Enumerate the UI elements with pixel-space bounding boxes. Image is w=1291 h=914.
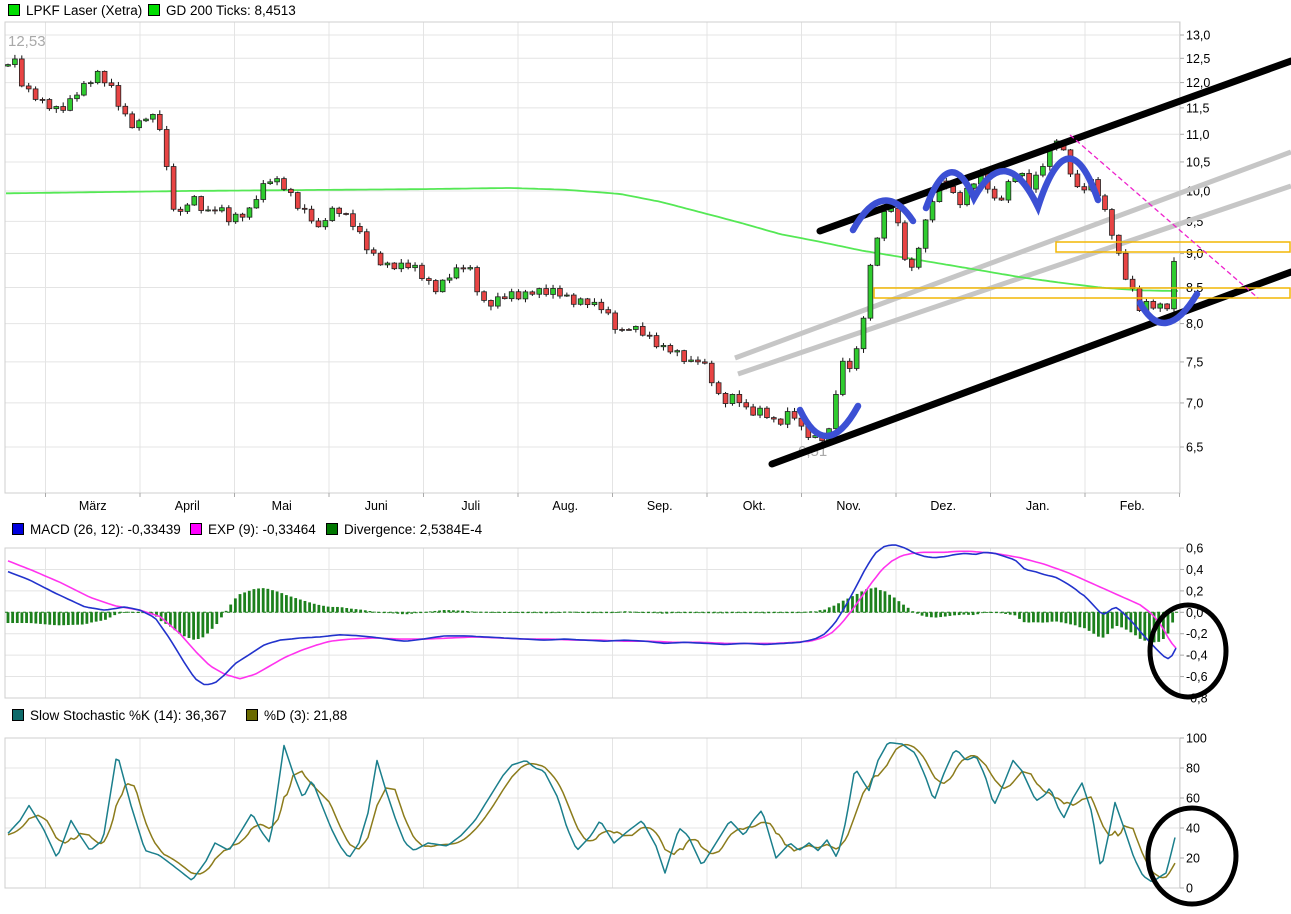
exp-swatch-icon — [190, 523, 202, 535]
svg-text:13,0: 13,0 — [1186, 28, 1210, 42]
svg-text:10,5: 10,5 — [1186, 155, 1210, 169]
stoch-k-label: Slow Stochastic %K (14): 36,367 — [30, 707, 227, 723]
svg-text:20: 20 — [1186, 852, 1200, 866]
macd-swatch-icon — [12, 523, 24, 535]
macd-axis-labels: 0,60,40,20,0-0,2-0,4-0,6-0,8 — [1180, 542, 1208, 705]
svg-text:-0,4: -0,4 — [1186, 649, 1208, 663]
legend-item-exp: EXP (9): -0,33464 — [190, 521, 316, 537]
black-trend-line — [768, 268, 1291, 468]
stochastic-axis-labels: 100 80 60 40 20 0 — [1180, 732, 1207, 896]
divergence-label: Divergence: 2,5384E-4 — [344, 521, 483, 537]
gray-trend-lines — [734, 149, 1291, 377]
svg-text:Mai: Mai — [272, 499, 292, 513]
blue-swing-mark — [1136, 290, 1201, 326]
gd200-label: GD 200 Ticks: 8,4513 — [166, 2, 296, 18]
legend-item-divergence: Divergence: 2,5384E-4 — [326, 521, 482, 537]
blue-swing-mark — [796, 402, 862, 440]
svg-text:0: 0 — [1186, 882, 1193, 896]
macd-line — [7, 544, 1177, 686]
time-axis: März April Mai Juni Juli Aug. Sep. Okt. Nov. Dez.… — [45, 493, 1180, 513]
price-candles — [5, 54, 1177, 444]
svg-text:Juni: Juni — [365, 499, 388, 513]
main-price-panel: 13,012,512,011,511,010,510,09,59,08,58,0… — [4, 21, 1291, 513]
svg-text:Aug.: Aug. — [552, 499, 578, 513]
svg-text:40: 40 — [1186, 822, 1200, 836]
stoch-d-swatch-icon — [246, 709, 258, 721]
svg-text:März: März — [79, 499, 107, 513]
svg-text:Juli: Juli — [461, 499, 480, 513]
svg-text:8,0: 8,0 — [1186, 317, 1203, 331]
svg-text:0,6: 0,6 — [1186, 542, 1203, 556]
legend-item-stoch-d: %D (3): 21,88 — [246, 707, 347, 723]
svg-text:0,4: 0,4 — [1186, 563, 1203, 577]
svg-text:11,5: 11,5 — [1186, 101, 1209, 115]
svg-text:Feb.: Feb. — [1120, 499, 1145, 513]
svg-text:12,53: 12,53 — [8, 33, 46, 50]
legend-item-price-series: LPKF Laser (Xetra) — [8, 2, 142, 18]
stochastic-panel: 100 80 60 40 20 0 — [4, 732, 1239, 907]
stoch-d-line — [7, 743, 1176, 879]
divergence-swatch-icon — [326, 523, 338, 535]
macd-panel: 0,60,40,20,0-0,2-0,4-0,6-0,8 — [4, 542, 1229, 705]
svg-text:April: April — [175, 499, 200, 513]
svg-text:-0,6: -0,6 — [1186, 670, 1208, 684]
svg-text:Sep.: Sep. — [647, 499, 673, 513]
magenta-downtrend-line — [1069, 134, 1259, 299]
svg-text:Jan.: Jan. — [1026, 499, 1050, 513]
svg-text:9,0: 9,0 — [1186, 247, 1203, 261]
svg-text:11,0: 11,0 — [1186, 128, 1209, 142]
svg-text:80: 80 — [1186, 762, 1200, 776]
gd200-swatch-icon — [148, 4, 160, 16]
stoch-k-swatch-icon — [12, 709, 24, 721]
svg-text:Nov.: Nov. — [836, 499, 861, 513]
blue-swing-mark — [849, 197, 917, 234]
stochastic-highlight-ellipse — [1145, 805, 1239, 907]
blue-swing-mark — [922, 155, 1102, 216]
stoch-d-label: %D (3): 21,88 — [264, 707, 348, 723]
orange-resistance-box — [873, 287, 1291, 299]
legend-item-gd200: GD 200 Ticks: 8,4513 — [148, 2, 296, 18]
svg-text:60: 60 — [1186, 792, 1200, 806]
svg-text:Okt.: Okt. — [743, 499, 766, 513]
hand-drawn-annotations — [768, 57, 1291, 468]
svg-text:0,2: 0,2 — [1186, 584, 1203, 598]
legend-item-macd: MACD (26, 12): -0,33439 — [12, 521, 181, 537]
svg-text:7,5: 7,5 — [1186, 355, 1203, 369]
price-series-label: LPKF Laser (Xetra) — [26, 2, 143, 18]
svg-text:6,5: 6,5 — [1186, 440, 1203, 454]
legend-item-stoch-k: Slow Stochastic %K (14): 36,367 — [12, 707, 227, 723]
svg-text:12,5: 12,5 — [1186, 52, 1210, 66]
macd-highlight-ellipse — [1147, 602, 1229, 700]
exp-label: EXP (9): -0,33464 — [208, 521, 316, 537]
orange-resistance-box — [1055, 241, 1291, 253]
svg-text:-0,2: -0,2 — [1186, 627, 1208, 641]
macd-label: MACD (26, 12): -0,33439 — [30, 521, 181, 537]
price-series-swatch-icon — [8, 4, 20, 16]
svg-text:Dez.: Dez. — [930, 499, 956, 513]
watermark-labels: 12,536,51 — [8, 33, 827, 460]
stoch-k-line — [7, 741, 1176, 883]
svg-text:100: 100 — [1186, 732, 1207, 746]
black-trend-line — [816, 57, 1291, 235]
svg-text:12,0: 12,0 — [1186, 76, 1210, 90]
gd200-line — [6, 187, 1178, 292]
svg-text:7,0: 7,0 — [1186, 396, 1203, 410]
